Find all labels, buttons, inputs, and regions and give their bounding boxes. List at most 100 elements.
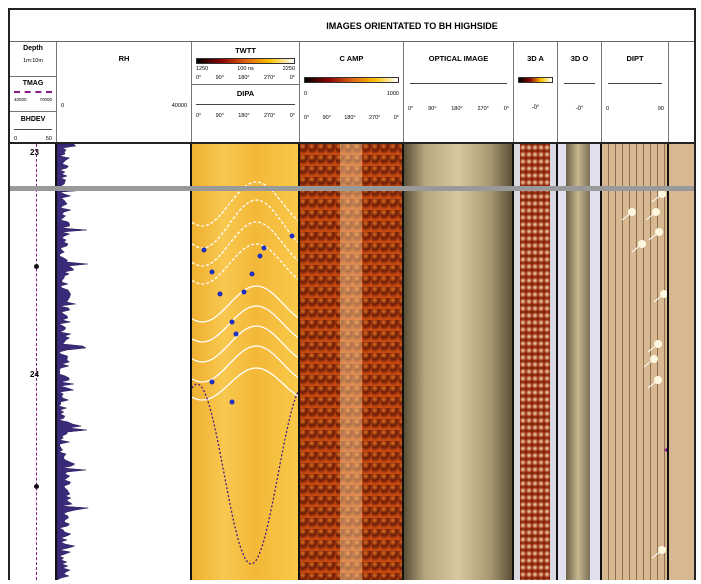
sinusoid <box>192 383 298 565</box>
tmag-curve <box>36 144 37 580</box>
tadpole <box>654 340 662 348</box>
depth-mark: 24 <box>30 370 39 379</box>
tick: 0° <box>196 75 202 81</box>
sinusoid <box>192 181 298 227</box>
pick-point <box>249 271 255 277</box>
tick: 0° <box>289 113 295 119</box>
dipt-label: DIPT <box>626 54 644 63</box>
tick: 90° <box>428 106 437 112</box>
twtt-max: 2250 <box>282 66 295 72</box>
rh-label: RH <box>118 54 130 63</box>
tick: 180° <box>344 115 356 121</box>
camp-image <box>300 144 404 580</box>
camp-label: C AMP <box>339 54 364 63</box>
depth-cursor[interactable] <box>10 186 694 191</box>
pick-point <box>201 247 207 253</box>
tick: 270° <box>263 113 276 119</box>
tadpole <box>658 190 666 198</box>
tick: 0° <box>196 113 202 119</box>
dipa-label: DIPA <box>236 89 255 98</box>
tadpole <box>654 376 662 384</box>
tick: 90° <box>322 115 331 121</box>
depth-track: 23 24 <box>10 144 57 580</box>
optical-header: OPTICAL IMAGE 0° 90° 180° 270° 0° <box>404 42 514 142</box>
sinusoid <box>192 325 298 363</box>
tick: 0° <box>393 115 399 121</box>
tadpole <box>638 240 646 248</box>
sinusoid <box>192 221 298 267</box>
twtt-unit: 100 ns <box>237 66 254 72</box>
dipt-annotation-track <box>669 144 694 580</box>
tick: 270° <box>368 115 381 121</box>
tick: 90° <box>215 113 224 119</box>
sinusoid <box>192 345 298 383</box>
tadpole <box>660 290 667 298</box>
tick: 0° <box>304 115 310 121</box>
camp-max: 1000 <box>386 91 399 97</box>
log-plot: IMAGES ORIENTATED TO BH HIGHSIDE Depth 1… <box>8 8 696 580</box>
a3d-image <box>514 144 558 580</box>
o3d-value: -0° <box>575 106 584 112</box>
sinusoid <box>192 305 298 343</box>
bhdev-label: BHDEV <box>20 116 46 123</box>
o3d-header: 3D O -0° <box>558 42 602 142</box>
pick-point <box>257 253 263 259</box>
rh-trace <box>57 144 89 580</box>
tadpole <box>652 208 660 216</box>
twtt-colorbar <box>196 58 295 64</box>
dipt-min: 0 <box>606 106 610 112</box>
a3d-header: 3D A -0° <box>514 42 558 142</box>
twtt-min: 1250 <box>196 66 209 72</box>
pick-point <box>241 289 247 295</box>
o3d-image <box>558 144 602 580</box>
rh-track <box>57 144 192 580</box>
bhdev-max: 50 <box>45 136 52 142</box>
optical-label: OPTICAL IMAGE <box>428 54 489 63</box>
a3d-value: -0° <box>531 105 540 111</box>
bhdev-point <box>34 484 39 489</box>
tick: 180° <box>238 113 250 119</box>
o3d-label: 3D O <box>570 54 589 63</box>
camp-min: 0 <box>304 91 308 97</box>
tadpole <box>628 208 636 216</box>
dip-sinusoids <box>192 181 298 565</box>
tick: 0° <box>408 106 414 112</box>
a3d-label: 3D A <box>527 54 544 63</box>
rh-curve <box>57 144 89 580</box>
dip-marker <box>664 447 667 453</box>
optical-image <box>404 144 514 580</box>
a3d-colorbar <box>518 77 553 83</box>
pick-point <box>209 379 215 385</box>
sinusoid <box>192 285 298 323</box>
tick: 0° <box>289 75 295 81</box>
tadpole <box>650 355 658 363</box>
twtt-header: TWTT 1250 100 ns 2250 0° 90° 180° 270° 0° DIPA… <box>192 42 300 142</box>
tick: 270° <box>477 106 489 112</box>
depth-scale: 1m:10m <box>23 58 43 64</box>
tick: 180° <box>451 106 463 112</box>
tmag-max: 70000 <box>39 97 52 102</box>
sinusoid <box>192 243 298 285</box>
tick: 180° <box>238 75 250 81</box>
o3d-cylinder <box>566 144 590 580</box>
plot-title: IMAGES ORIENTATED TO BH HIGHSIDE <box>10 10 694 42</box>
rh-max: 40000 <box>171 103 187 109</box>
dip-tadpoles <box>621 190 667 559</box>
dipt-track <box>602 144 669 580</box>
tick: 270° <box>263 75 276 81</box>
tmag-legend-line <box>14 91 52 93</box>
pick-point <box>209 269 215 275</box>
twtt-dipa-track <box>192 144 300 580</box>
tadpole <box>658 546 666 554</box>
pick-point <box>261 245 267 251</box>
depth-label: Depth <box>23 45 43 52</box>
depth-header: Depth 1m:10m TMAG 40000 70000 BHDEV 0 50 <box>10 42 57 142</box>
depth-mark: 23 <box>30 148 39 157</box>
tick: 0° <box>503 106 509 112</box>
bhdev-min: 0 <box>14 136 18 142</box>
rh-min: 0 <box>61 103 65 109</box>
pick-point <box>229 399 235 405</box>
tick: 90° <box>215 75 224 81</box>
dipt-max: 90 <box>657 106 664 112</box>
bhdev-point <box>34 264 39 269</box>
